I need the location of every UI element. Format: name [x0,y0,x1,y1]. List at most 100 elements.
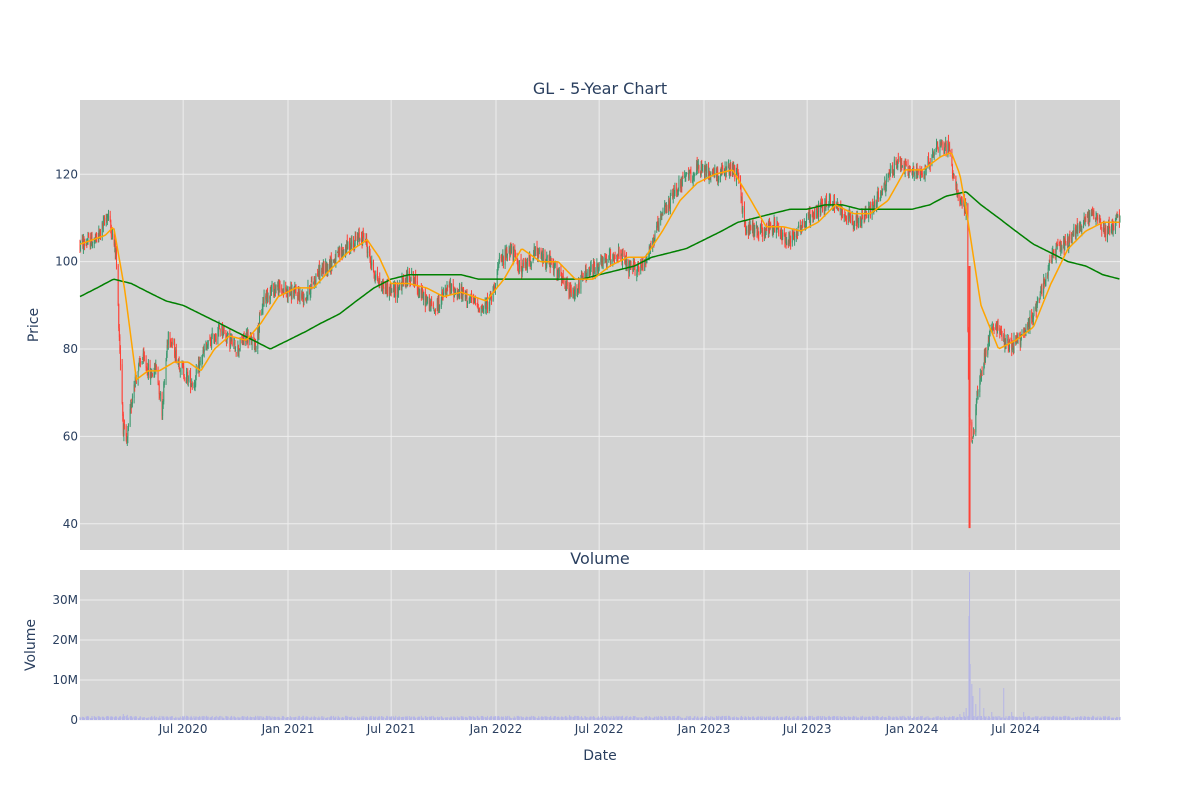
volume-bar [799,717,801,720]
candle-body [867,216,869,218]
volume-bar [1068,717,1070,720]
volume-bar [481,715,483,720]
candlestick-series [79,134,1121,529]
volume-bar [294,716,296,720]
volume-bar [787,717,789,720]
volume-bar [306,717,308,720]
candle-body [729,165,731,172]
candle-body [171,342,173,345]
volume-bar [624,718,626,720]
candle-body [933,151,935,156]
volume-bar [191,717,193,720]
candle-body [1063,240,1065,245]
volume-bar [190,715,192,720]
candle-body [913,166,915,175]
volume-bar [342,718,344,720]
volume-bar [888,715,890,720]
volume-bar [143,717,145,720]
candle-body [178,361,180,370]
volume-bar [640,717,642,720]
candle-body [995,324,997,330]
candle-body [147,373,149,376]
candle-body [262,301,264,310]
candle-body [1020,336,1022,346]
candle-body [960,197,962,201]
candle-body [1079,225,1081,228]
volume-bar [1011,712,1013,720]
volume-bar [620,716,622,720]
volume-bar [388,716,390,720]
candle-body [786,241,788,245]
volume-bar [229,718,231,720]
volume-bar [175,716,177,720]
candle-body [194,385,195,387]
volume-bar [685,717,687,720]
volume-bar [600,717,602,720]
volume-bar [354,717,356,720]
volume-bar [242,716,244,720]
candle-body [285,287,287,291]
volume-bar [565,716,567,720]
volume-bar [776,717,778,720]
volume-bar [899,716,901,720]
volume-bar [522,716,524,720]
candle-body [505,250,507,259]
candle-body [645,259,647,264]
candle-body [709,172,711,177]
volume-bar [498,716,500,720]
candle-body [82,239,84,249]
volume-bar [183,715,185,720]
volume-bar [851,717,853,720]
candle-body [1053,251,1055,253]
volume-bar [940,718,942,720]
volume-bar [849,716,851,720]
volume-bar [433,718,435,720]
volume-bar [408,716,410,720]
candle-body [298,291,300,296]
candle-body [493,284,495,288]
volume-bar [261,716,263,720]
volume-bar [133,716,135,720]
candle-body [800,227,802,230]
candle-body [245,335,247,342]
volume-bar [253,717,255,720]
volume-bar [234,717,236,720]
volume-bar [418,716,420,720]
volume-bar [822,716,824,720]
candle-body [114,242,116,254]
volume-bar [610,718,612,720]
date-tick-label: Jul 2023 [782,722,832,736]
volume-bar [79,716,81,720]
volume-bar [139,716,141,720]
price-axis-title: Price [26,308,42,342]
candle-body [386,290,388,294]
volume-bar [963,712,965,720]
candle-body [497,266,499,270]
candle-body [1029,315,1031,330]
volume-bar [574,715,576,720]
candle-body [134,385,136,387]
candle-body [1027,323,1029,329]
candle-body [374,275,376,278]
volume-bar [961,717,963,720]
candle-body [98,232,100,234]
volume-bar [307,716,309,720]
candle-body [186,371,188,379]
volume-bar [1117,717,1119,720]
candle-body [201,359,203,363]
candle-body [498,260,500,265]
candle-body [660,213,662,216]
candle-body [123,424,125,427]
volume-bar [338,717,340,720]
candle-body [313,283,315,285]
volume-bar [943,715,945,720]
volume-bar [1118,717,1120,720]
volume-bar [676,717,678,720]
volume-bar [126,714,128,720]
volume-bar [528,717,530,720]
volume-bar [701,717,703,720]
candle-body [122,414,124,435]
candle-body [602,257,604,265]
volume-bar [449,717,451,720]
candle-body [423,292,425,301]
